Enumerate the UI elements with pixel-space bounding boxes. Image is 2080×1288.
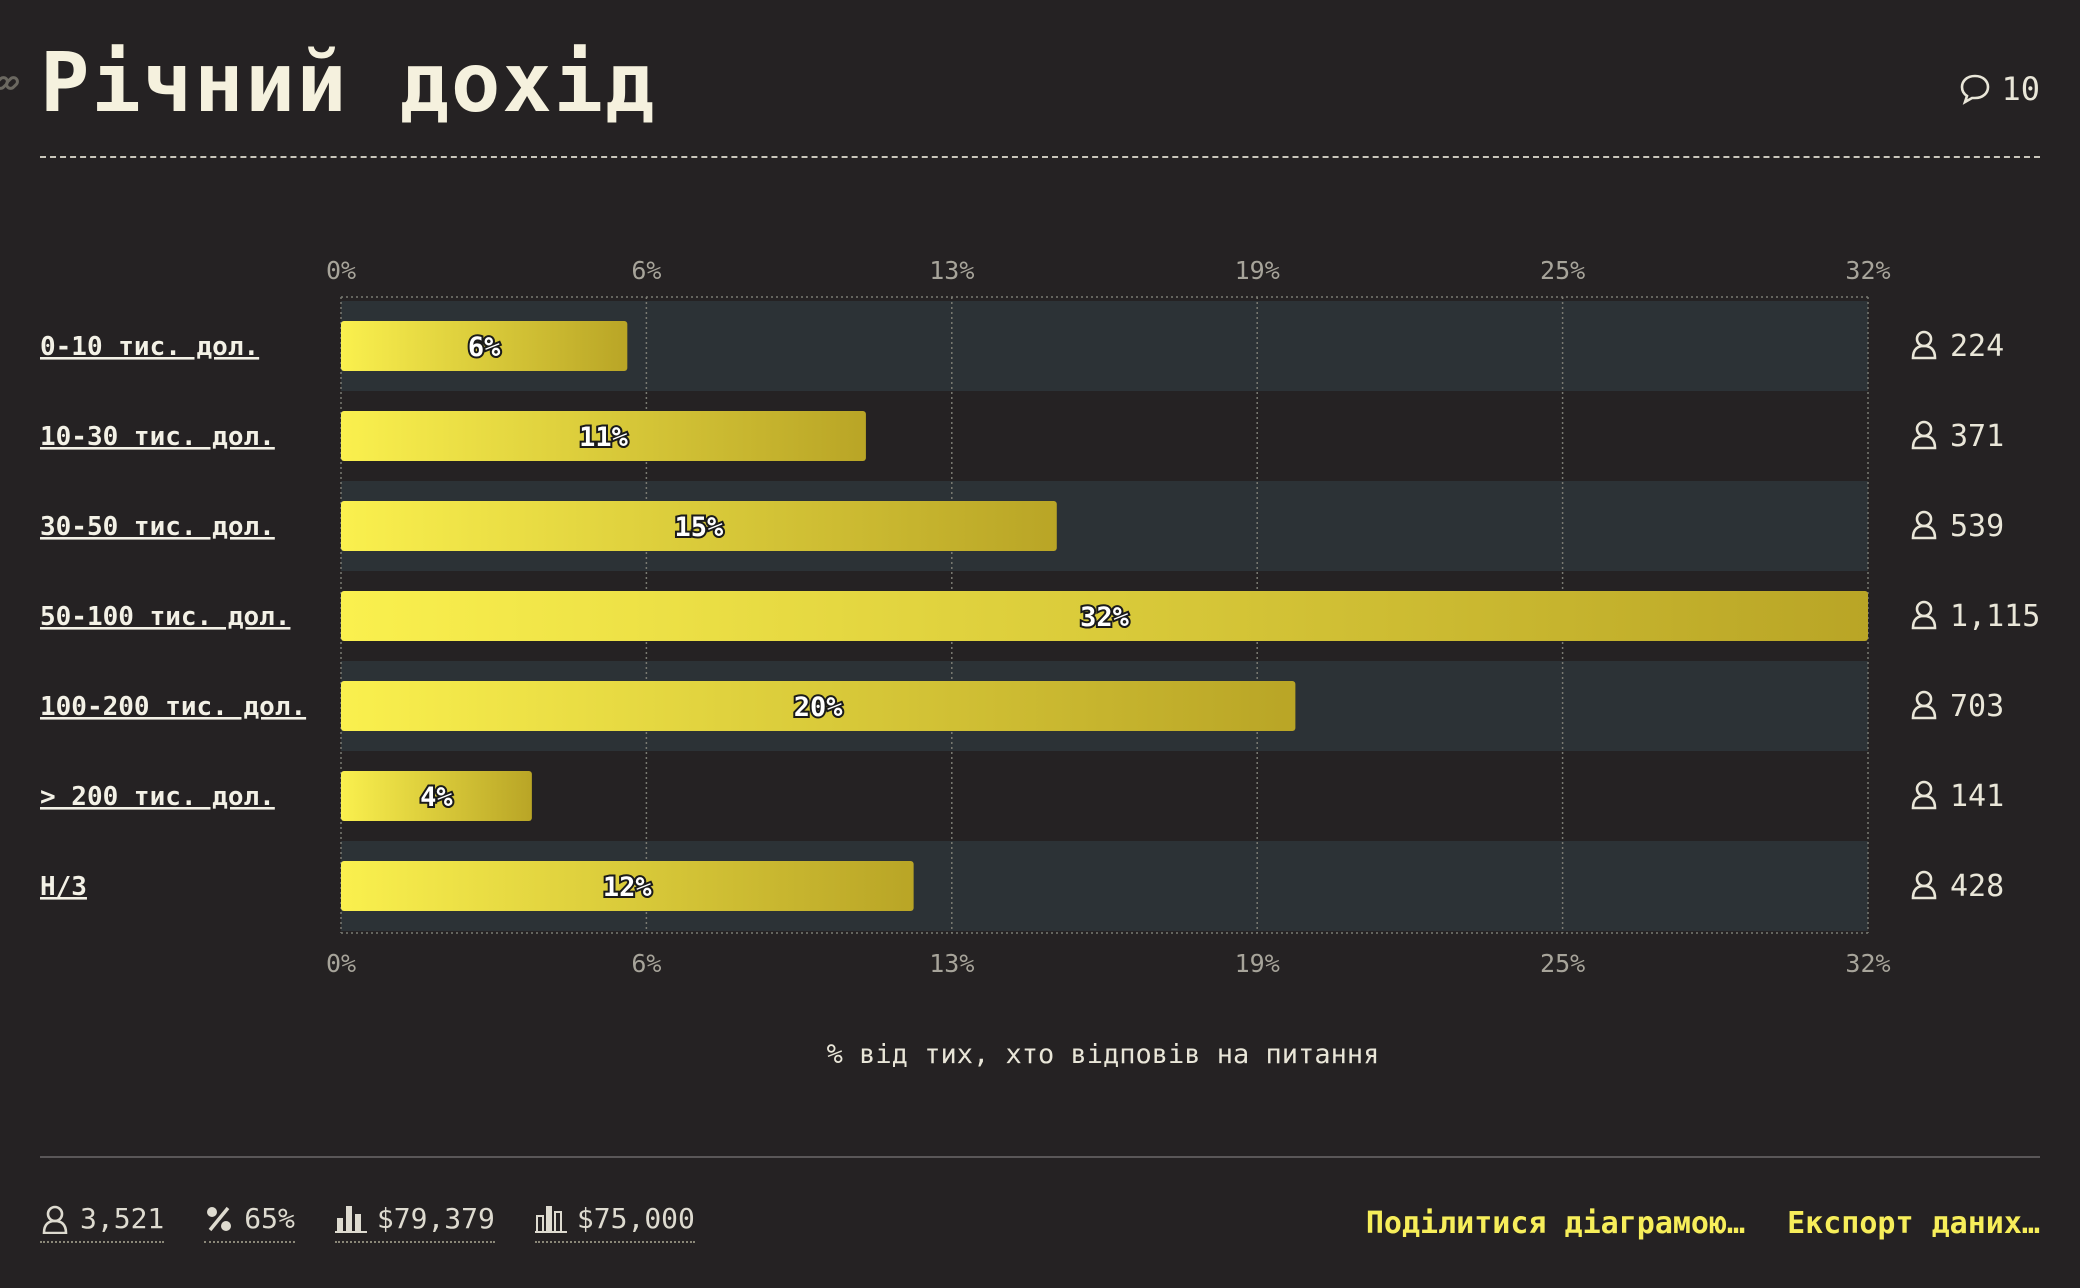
x-tick-label-top: 19% (1235, 256, 1280, 285)
person-icon (1911, 870, 1937, 900)
footer-stats: 3,521 65% $79,379 $75,000 (40, 1202, 695, 1243)
bar[interactable] (341, 861, 914, 911)
median-bars-icon (534, 1205, 567, 1233)
person-icon (1911, 690, 1937, 720)
bar-value-label: 11% (579, 422, 629, 453)
x-tick-label-top: 13% (929, 256, 974, 285)
stat-respondents-value: 3,521 (80, 1202, 165, 1235)
comments-button[interactable]: 10 (1959, 70, 2040, 108)
comment-count: 10 (2001, 70, 2040, 108)
x-tick-label-bottom: 25% (1540, 949, 1585, 978)
stat-average[interactable]: $79,379 (334, 1202, 495, 1243)
stat-median[interactable]: $75,000 (534, 1202, 695, 1243)
x-tick-label-top: 32% (1845, 256, 1890, 285)
bar-value-label: 4% (420, 782, 453, 813)
comment-icon (1961, 74, 1990, 105)
link-icon[interactable] (0, 70, 20, 96)
person-icon (42, 1205, 68, 1234)
category-label[interactable]: 10-30 тис. дол. (40, 422, 275, 452)
page-title: Річний дохід (40, 36, 657, 131)
category-label[interactable]: 0-10 тис. дол. (40, 332, 259, 362)
respondent-count: 539 (1950, 509, 2004, 544)
bar[interactable] (341, 321, 628, 371)
bar-chart: 6% 11% 15% 32% 20% 4% 12% 0-10 тис. дол. 10-30 … (40, 256, 2040, 1070)
category-label[interactable]: 30-50 тис. дол. (40, 512, 275, 542)
respondent-count: 703 (1950, 689, 2004, 724)
respondent-count: 1,115 (1950, 599, 2040, 634)
x-tick-label-bottom: 19% (1235, 949, 1280, 978)
category-label[interactable]: 50-100 тис. дол. (40, 602, 290, 632)
percent-icon (207, 1206, 232, 1231)
respondent-count: 224 (1950, 329, 2004, 364)
bar[interactable] (341, 501, 1057, 551)
bar[interactable] (341, 771, 532, 821)
x-tick-label-top: 25% (1540, 256, 1585, 285)
title-divider (40, 156, 2040, 158)
stat-respondents[interactable]: 3,521 (40, 1202, 165, 1243)
respondent-count: 371 (1950, 419, 2004, 454)
bar-value-label: 15% (675, 512, 725, 543)
bar-value-label: 20% (794, 692, 844, 723)
person-icon (1911, 420, 1937, 450)
respondent-count: 141 (1950, 779, 2004, 814)
category-label[interactable]: > 200 тис. дол. (40, 782, 275, 812)
x-tick-label-top: 6% (631, 256, 661, 285)
bar-value-label: 12% (603, 872, 653, 903)
stat-average-value: $79,379 (376, 1202, 495, 1235)
stat-response-rate[interactable]: 65% (204, 1202, 295, 1243)
person-icon (1911, 600, 1937, 630)
bar[interactable] (341, 681, 1296, 731)
stat-median-value: $75,000 (576, 1202, 695, 1235)
x-tick-label-bottom: 32% (1845, 949, 1890, 978)
bar-value-label: 32% (1080, 602, 1130, 633)
share-chart-link[interactable]: Поділитися діаграмою… (1365, 1206, 1746, 1241)
category-label[interactable]: Н/З (40, 872, 87, 902)
average-bars-icon (334, 1205, 367, 1233)
respondent-count: 428 (1950, 869, 2004, 904)
bar[interactable] (341, 591, 1868, 641)
bar[interactable] (341, 411, 866, 461)
stat-response-rate-value: 65% (244, 1202, 295, 1235)
x-tick-label-bottom: 0% (326, 949, 356, 978)
person-icon (1911, 780, 1937, 810)
person-icon (1911, 510, 1937, 540)
export-data-link[interactable]: Експорт даних… (1787, 1206, 2040, 1241)
category-label[interactable]: 100-200 тис. дол. (40, 692, 306, 722)
footer-divider (40, 1156, 2040, 1158)
bar-value-label: 6% (468, 332, 501, 363)
x-tick-label-bottom: 6% (631, 949, 661, 978)
x-tick-label-bottom: 13% (929, 949, 974, 978)
person-icon (1911, 330, 1937, 360)
x-tick-label-top: 0% (326, 256, 356, 285)
footer-actions: Поділитися діаграмою… Експорт даних… (1366, 1206, 2040, 1241)
x-axis-label: % від тих, хто відповів на питання (827, 1039, 1380, 1070)
